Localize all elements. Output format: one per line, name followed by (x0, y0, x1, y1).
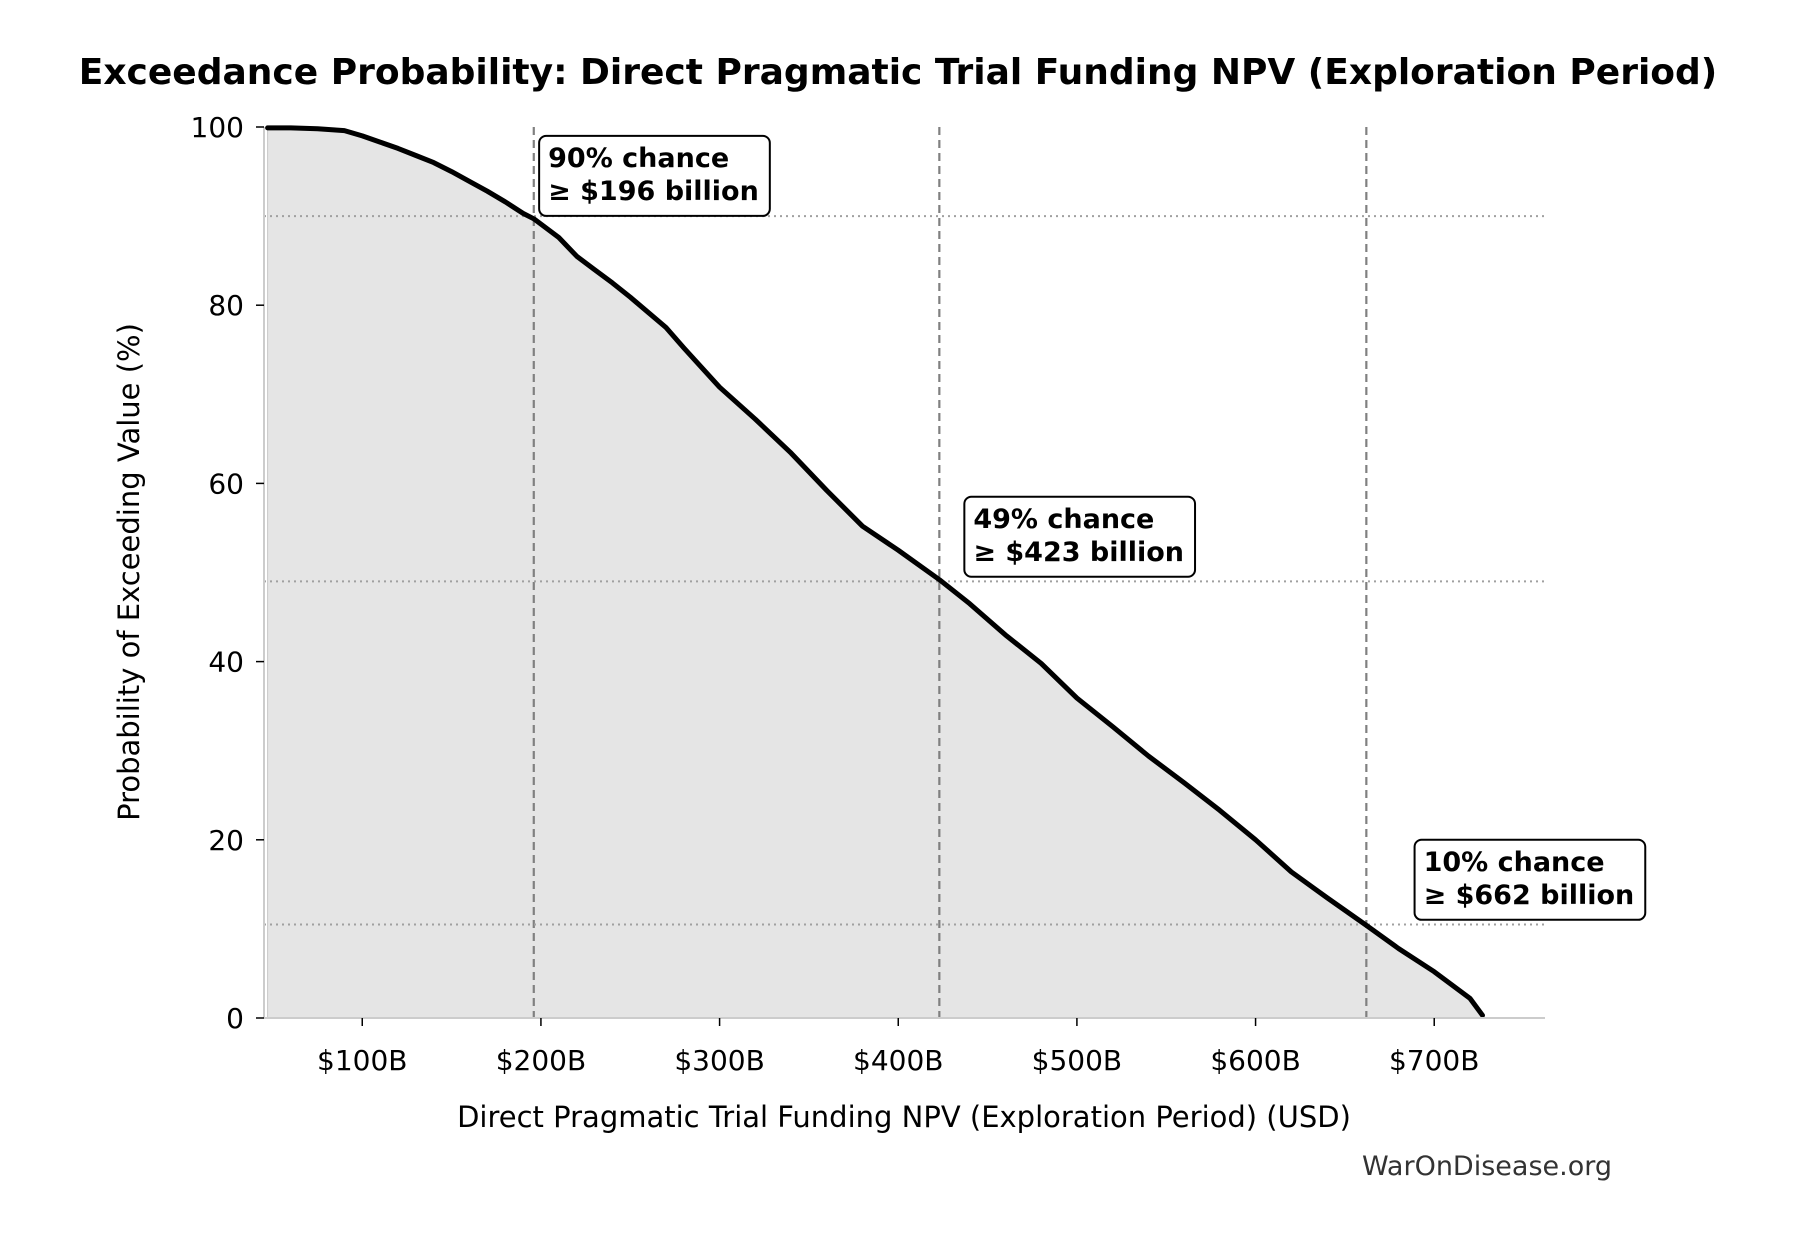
plot-area: $100B $200B $300B $400B $500B $600B $700B 0 20 4… (191, 111, 1647, 1077)
exceedance-area-fill (267, 127, 1483, 1019)
x-tick-label: $400B (853, 1044, 943, 1077)
x-tick-label: $500B (1032, 1044, 1122, 1077)
x-axis-ticks: $100B $200B $300B $400B $500B $600B $700B (317, 1018, 1479, 1077)
y-tick-label: 60 (208, 467, 244, 500)
x-tick-label: $200B (496, 1044, 586, 1077)
y-tick-label: 80 (208, 289, 244, 322)
annotation-line2: ≥ $662 billion (1424, 880, 1635, 911)
reference-lines (264, 127, 1545, 1018)
annotation-line1: 10% chance (1424, 847, 1605, 878)
annotation-line1: 90% chance (548, 143, 729, 174)
chart-title: Exceedance Probability: Direct Pragmatic… (79, 52, 1718, 93)
annotation-2: 10% chance≥ $662 billion (1413, 838, 1647, 921)
annotation-1: 49% chance≥ $423 billion (963, 495, 1197, 578)
annotation-box (538, 134, 771, 217)
annotation-0: 90% chance≥ $196 billion (538, 134, 771, 217)
x-axis-label: Direct Pragmatic Trial Funding NPV (Expl… (457, 1100, 1351, 1134)
annotations: 90% chance≥ $196 billion 49% chance≥ $423… (538, 134, 1647, 921)
x-tick-label: $700B (1389, 1044, 1479, 1077)
annotation-box (963, 495, 1197, 578)
y-tick-label: 100 (191, 111, 244, 144)
y-tick-label: 20 (208, 824, 244, 857)
annotation-line1: 49% chance (973, 504, 1154, 535)
y-axis-label: Probability of Exceeding Value (%) (112, 323, 146, 821)
exceedance-curve (265, 125, 1485, 1018)
annotation-line2: ≥ $423 billion (973, 537, 1184, 568)
x-tick-label: $600B (1210, 1044, 1300, 1077)
watermark: WarOnDisease.org (1362, 1151, 1612, 1182)
y-tick-label: 0 (226, 1002, 244, 1035)
annotation-line2: ≥ $196 billion (548, 176, 759, 207)
x-tick-label: $300B (674, 1044, 764, 1077)
y-tick-label: 40 (208, 646, 244, 679)
x-tick-label: $100B (317, 1044, 407, 1077)
annotation-box (1413, 838, 1647, 921)
y-axis-ticks: 0 20 40 60 80 100 (191, 111, 264, 1035)
